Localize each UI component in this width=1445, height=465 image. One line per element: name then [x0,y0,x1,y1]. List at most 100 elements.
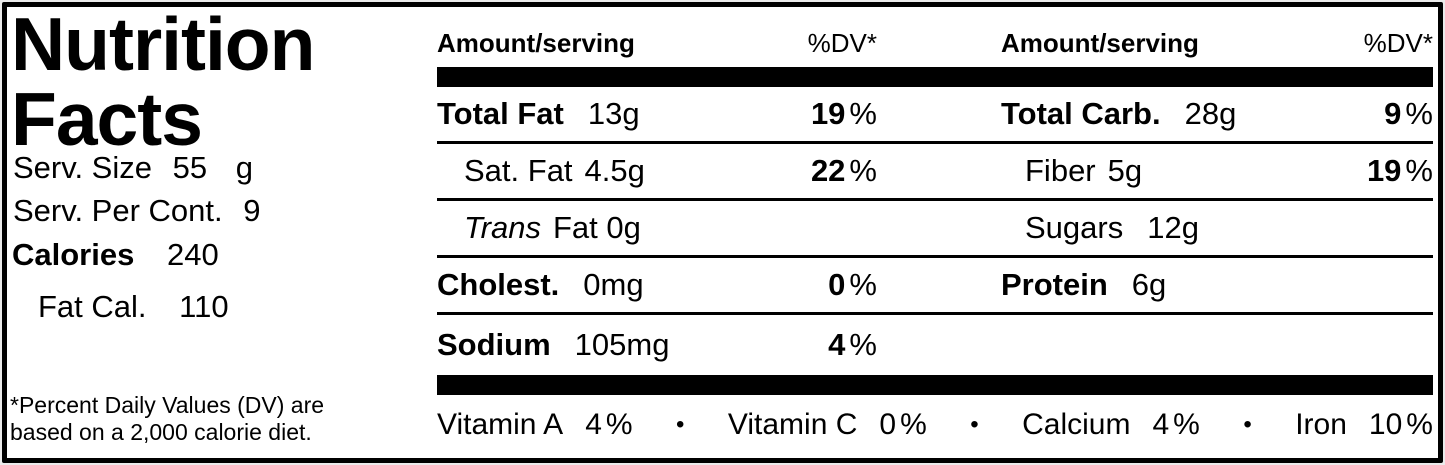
dv-percent-sign: % [1405,96,1433,131]
table-row: Trans Fat 0g Sugars 12g [437,201,1433,258]
nutrient-amount: 28g [1184,96,1237,131]
serving-size-label: Serv. Size [13,150,152,185]
fat-calories-value: 110 [179,289,229,324]
dv-percent-sign: % [849,327,877,362]
nutrient-amount: 0mg [583,267,644,302]
dv-number: 9 [1384,96,1402,131]
percent-sign: % [605,408,633,441]
nutrient-cell: Cholest. 0mg 0 % [437,267,877,303]
nutrient-amount: 13g [587,96,640,131]
nutrient-name: Total Fat [437,96,564,131]
dv-percent-sign: % [1405,153,1433,188]
nutrient-name: Cholest. [437,267,560,302]
calories-line: Calories 240 [12,238,219,272]
nutrient-name: Protein [1001,267,1108,302]
micronutrient-value: 4 [1152,408,1170,441]
nutrient-cell: Total Carb. 28g 9 % [1001,96,1433,132]
percent-dv-header: %DV* [807,28,877,58]
nutrient-name: Sugars [1025,210,1124,245]
thick-separator-bar [437,375,1433,395]
table-row: Cholest. 0mg 0 % Protein 6g [437,258,1433,315]
label-title: Nutrition Facts [11,2,315,161]
amount-per-serving-header: Amount/serving [437,28,635,58]
calories-value: 240 [166,237,219,272]
nutrient-amount: 4.5g [584,153,645,188]
dv-footnote-line-1: *Percent Daily Values (DV) are [10,392,325,418]
serving-size-value: 55 [172,150,208,185]
dv-number: 4 [828,327,846,362]
calories-label: Calories [12,237,135,272]
percent-sign: % [1406,408,1433,441]
dv-percent-sign: % [849,96,877,131]
header-cell-left: Amount/serving %DV* [437,28,877,59]
dv-footnote-line-2: based on a 2,000 calorie diet. [10,419,312,445]
amount-per-serving-header: Amount/serving [1001,28,1199,58]
serving-size-unit: g [235,150,253,185]
thick-separator-bar [437,67,1433,87]
micronutrient-name: Vitamin C [727,408,858,441]
nutrient-name: Total Carb. [1001,96,1161,131]
bullet-separator: • [676,411,685,438]
table-row: Sat. Fat 4.5g 22 % Fiber 5g 19 [437,144,1433,201]
table-header-row: Amount/serving %DV* Amount/serving %DV* [437,7,1433,67]
bullet-separator: • [970,411,979,438]
nutrient-name: Sodium [437,327,551,362]
micronutrient-item: Iron 10 % [1295,408,1433,442]
table-row: Sodium 105mg 4 % [437,315,1433,375]
micronutrient-value: 0 [879,408,897,441]
dv-number: 22 [810,153,846,188]
nutrient-table: Amount/serving %DV* Amount/serving %DV* … [437,7,1433,455]
micronutrient-name: Vitamin A [437,408,564,441]
fat-calories-label: Fat Cal. [38,289,147,324]
nutrient-cell: Trans Fat 0g [437,210,877,246]
nutrient-amount: Fat 0g [552,210,641,245]
nutrient-cell: Protein 6g [1001,267,1433,303]
title-line-1: Nutrition [11,2,315,86]
daily-value: 19 % [811,96,877,132]
micronutrient-value: 4 [585,408,602,441]
percent-sign: % [900,408,927,441]
dv-number: 19 [810,96,846,131]
fat-calories-line: Fat Cal. 110 [38,290,229,324]
servings-per-container-value: 9 [243,193,261,228]
daily-value: 4 % [828,327,877,363]
nutrient-name: Trans [464,210,541,245]
nutrient-cell: Fiber 5g 19 % [1001,153,1433,189]
daily-value: 0 % [828,267,877,303]
table-row: Total Fat 13g 19 % Total Carb. 28g [437,87,1433,144]
nutrient-cell: Total Fat 13g 19 % [437,96,877,132]
dv-percent-sign: % [849,153,877,188]
servings-per-container-line: Serv. Per Cont. 9 [13,194,261,228]
header-cell-right: Amount/serving %DV* [1001,28,1433,59]
daily-value: 9 % [1384,96,1433,132]
nutrient-amount: 6g [1131,267,1167,302]
nutrient-amount: 5g [1107,153,1143,188]
micronutrient-name: Calcium [1022,408,1131,441]
nutrient-name: Fiber [1025,153,1096,188]
micronutrient-item: Vitamin C 0 % [728,408,927,442]
dv-number: 0 [828,267,846,302]
nutrient-cell: Sugars 12g [1001,210,1433,246]
nutrient-cell: Sat. Fat 4.5g 22 % [437,153,877,189]
bullet-separator: • [1243,411,1252,438]
label-content: Nutrition Facts Serv. Size 55 g Serv. Pe… [7,7,1438,458]
percent-dv-header: %DV* [1363,28,1433,58]
daily-value: 22 % [811,153,877,189]
serving-size-line: Serv. Size 55 g [13,151,253,185]
nutrient-amount: 12g [1147,210,1199,245]
micronutrients-row: Vitamin A 4 % • Vitamin C 0 % • Calcium … [437,395,1433,455]
micronutrient-value: 10 [1368,408,1403,441]
micronutrient-item: Calcium 4 % [1022,408,1200,442]
percent-sign: % [1173,408,1200,441]
dv-number: 19 [1366,153,1402,188]
nutrient-name: Sat. Fat [464,153,573,188]
servings-per-container-label: Serv. Per Cont. [13,193,223,228]
micronutrient-item: Vitamin A 4 % [437,408,633,442]
nutrient-amount: 105mg [574,327,670,362]
title-line-2: Facts [11,77,203,161]
daily-value: 19 % [1367,153,1433,189]
dv-footnote: *Percent Daily Values (DV) are based on … [10,392,324,446]
micronutrient-name: Iron [1295,408,1347,441]
dv-percent-sign: % [849,267,877,302]
